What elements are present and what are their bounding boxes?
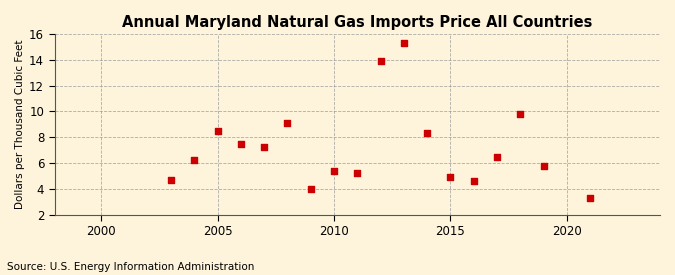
Point [212, 128, 223, 133]
Point [282, 121, 293, 125]
Point [468, 179, 479, 183]
Point [189, 158, 200, 163]
Point [375, 59, 386, 63]
Point [491, 154, 502, 159]
Title: Annual Maryland Natural Gas Imports Price All Countries: Annual Maryland Natural Gas Imports Pric… [122, 15, 593, 30]
Point [422, 131, 433, 136]
Point [445, 175, 456, 179]
Point [398, 41, 409, 45]
Point [165, 178, 176, 182]
Point [305, 186, 316, 191]
Point [329, 169, 340, 173]
Point [259, 145, 269, 150]
Point [236, 141, 246, 146]
Y-axis label: Dollars per Thousand Cubic Feet: Dollars per Thousand Cubic Feet [15, 40, 25, 209]
Point [352, 171, 362, 175]
Point [515, 112, 526, 116]
Point [538, 163, 549, 168]
Point [585, 196, 595, 200]
Text: Source: U.S. Energy Information Administration: Source: U.S. Energy Information Administ… [7, 262, 254, 272]
